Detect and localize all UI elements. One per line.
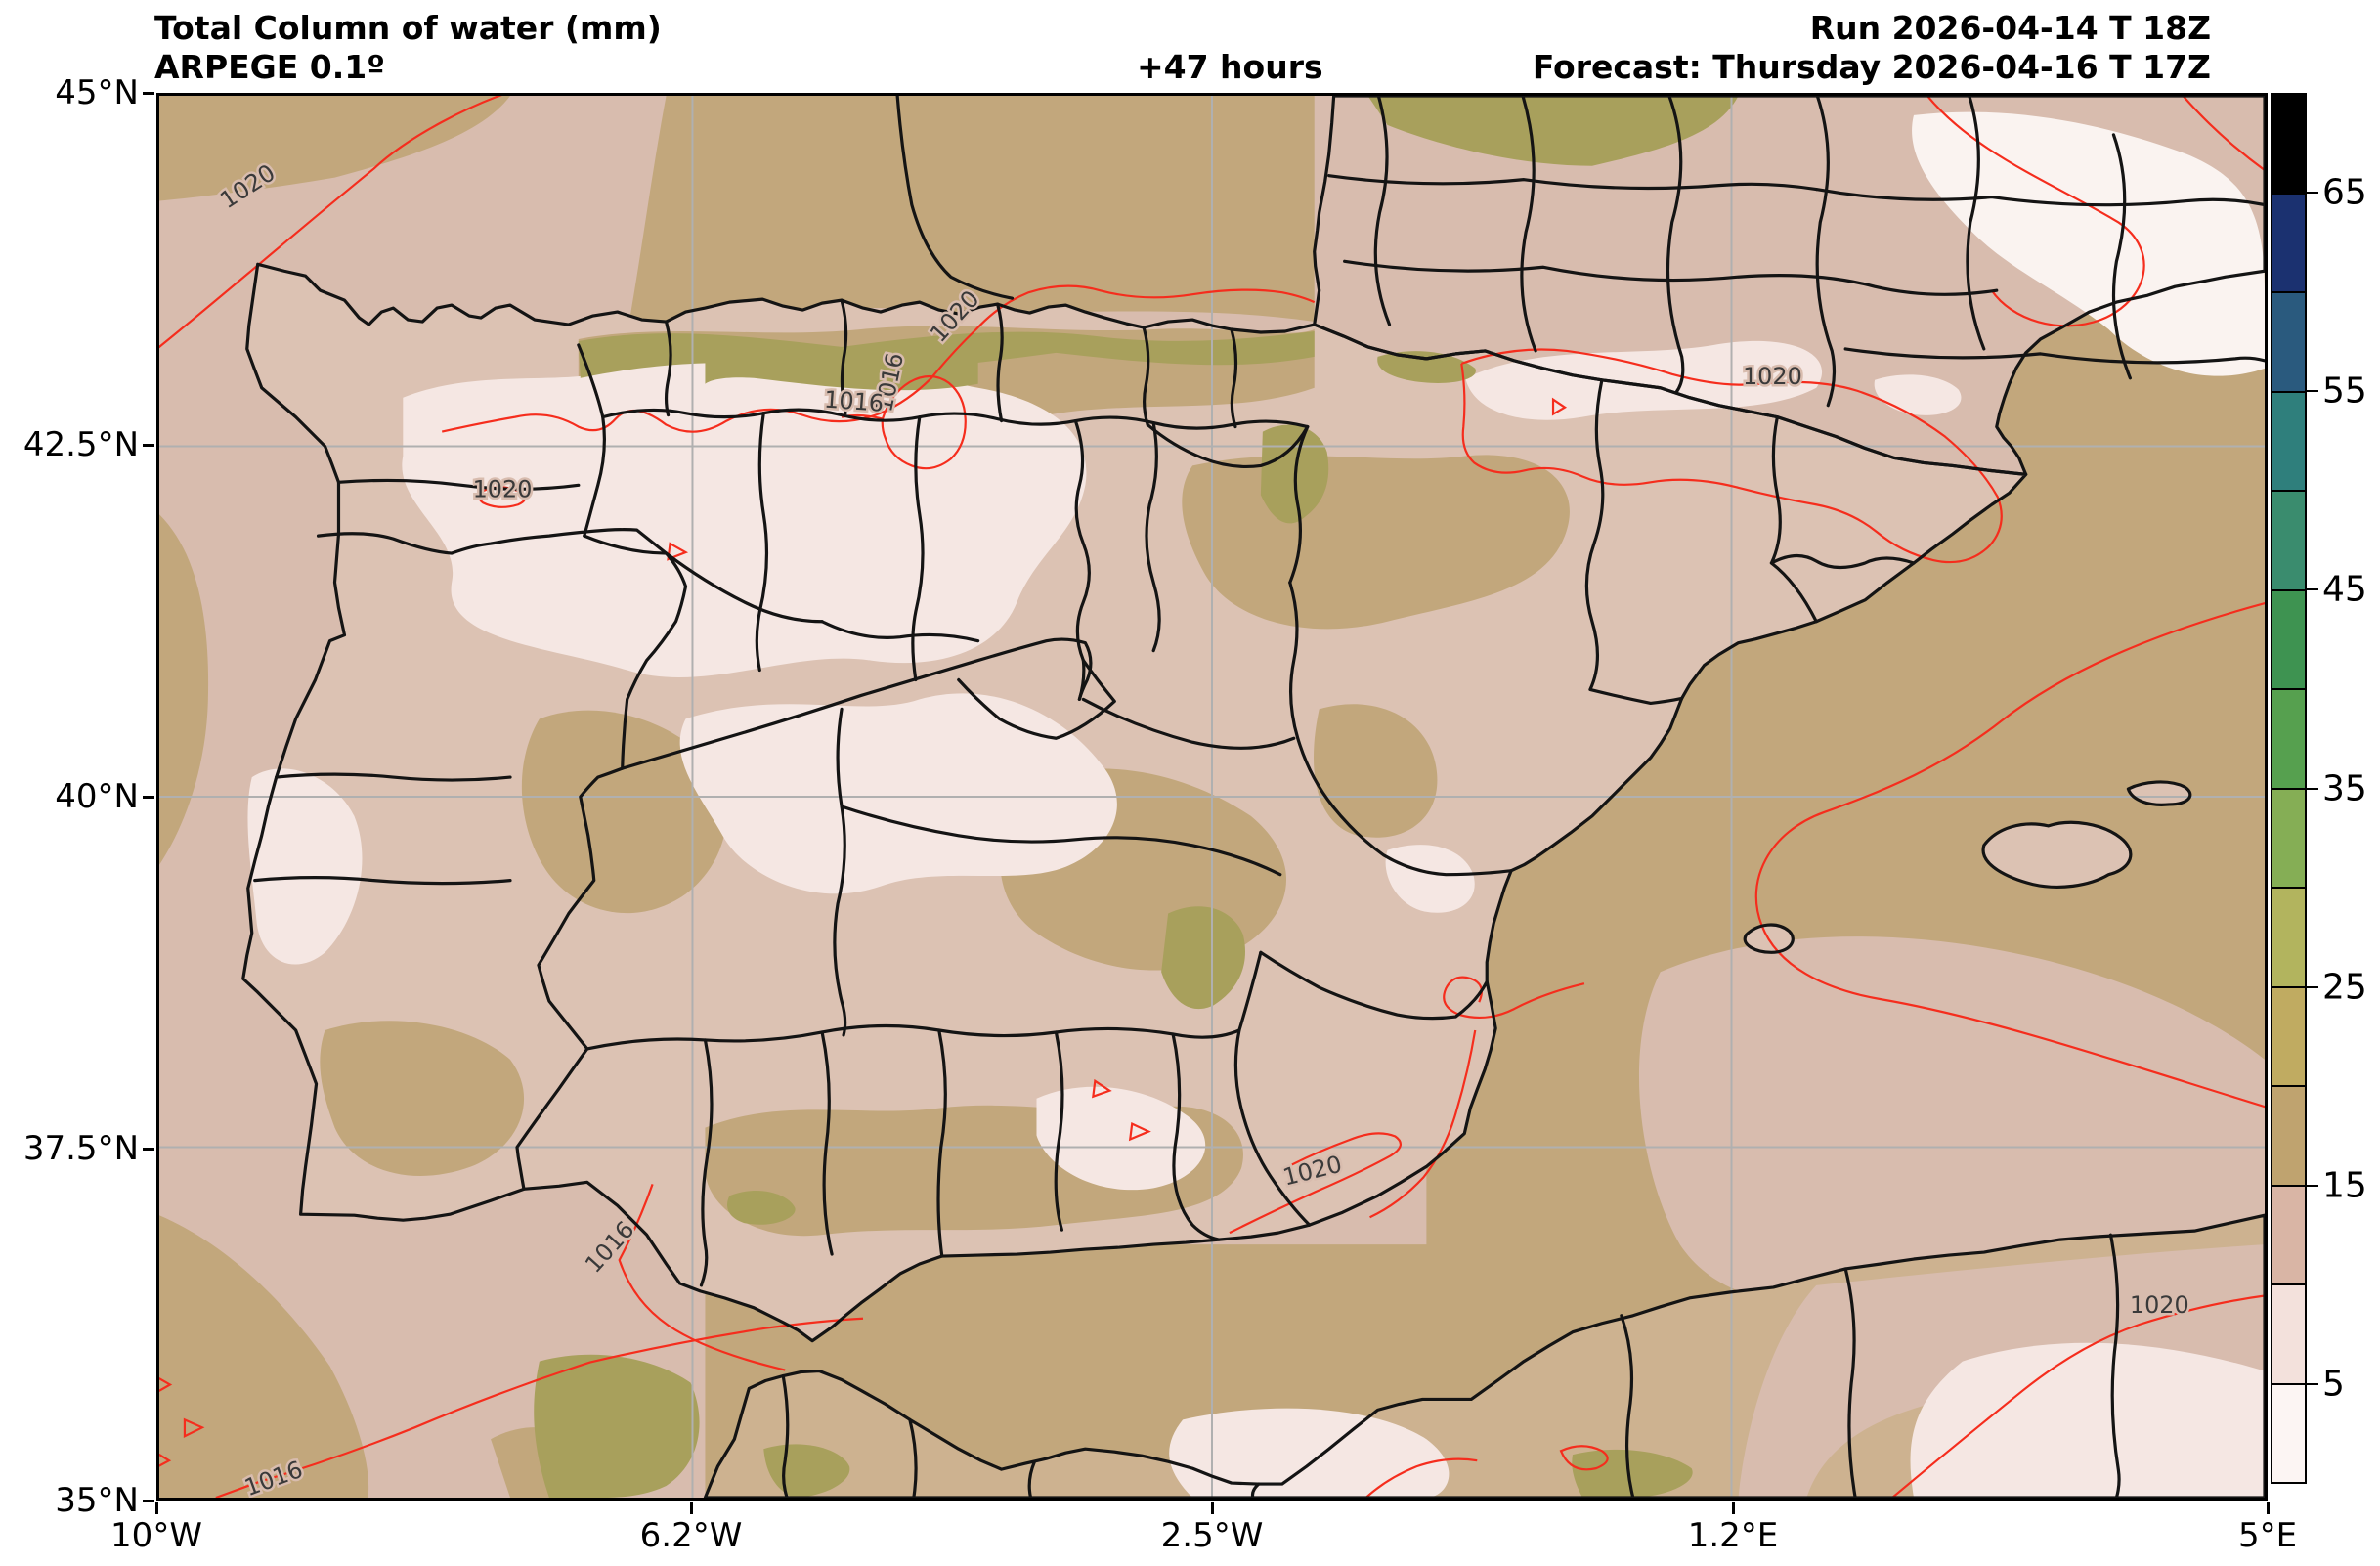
colorbar-segment [2272,985,2305,1085]
x-axis-label: 2.5°W [1160,1516,1264,1555]
x-axis-tick [2267,1502,2270,1514]
colorbar-segment [2272,1184,2305,1283]
colorbar-segment [2272,887,2305,986]
x-axis-label: 5°E [2237,1516,2298,1555]
colorbar-segment [2272,688,2305,788]
colorbar-tick-label: 35 [2322,768,2367,808]
colorbar-segment [2272,291,2305,391]
y-axis-label: 45°N [55,73,139,112]
map-canvas: 1020 1020 1020 1016 1016 1020 1020 1016 1016 1020 [156,93,2268,1501]
colorbar-tick [2305,191,2318,194]
colorbar-tick-label: 15 [2322,1165,2367,1206]
isobar-label: 1020 [2130,1291,2189,1319]
colorbar-tick-label: 25 [2322,967,2367,1008]
isobar-label: 1020 [1743,363,1802,390]
page-title: Total Column of water (mm) [154,9,662,47]
coastlines-and-borders [241,96,2265,1498]
isobar-label: 1016 [823,386,885,417]
lead-time-label: +47 hours [1137,48,1323,86]
y-axis-label: 37.5°N [22,1129,139,1168]
y-axis-tick [143,92,154,95]
x-axis-tick [1732,1502,1735,1514]
colorbar-segment [2272,1382,2305,1482]
y-axis-label: 35°N [55,1481,139,1520]
colorbar-tick [2305,1383,2318,1386]
forecast-label: Forecast: Thursday 2026-04-16 T 17Z [1532,48,2211,86]
x-axis-label: 10°W [110,1516,202,1555]
run-label: Run 2026-04-14 T 18Z [1809,9,2211,47]
colorbar-tick [2305,588,2318,591]
y-axis-label: 40°N [55,777,139,816]
x-axis-label: 6.2°W [639,1516,743,1555]
colorbar-tick-label: 5 [2322,1364,2345,1405]
colorbar-segment [2272,95,2305,193]
colorbar-tick [2305,389,2318,392]
x-axis-label: 1.2°E [1687,1516,1779,1555]
colorbar-tick [2305,985,2318,988]
y-axis-label: 42.5°N [22,425,139,464]
colorbar-segment [2272,588,2305,688]
colorbar-segment [2272,787,2305,887]
colorbar-segment [2272,390,2305,490]
graticule-gridlines [159,96,2265,1498]
colorbar-tick-label: 55 [2322,370,2367,412]
colorbar-segment [2272,192,2305,291]
colorbar-tick [2305,1185,2318,1188]
colorbar-segment [2272,1283,2305,1383]
colorbar-tick-label: 45 [2322,569,2367,610]
isobar-label: 1020 [473,475,533,502]
y-axis-tick [143,444,154,447]
x-axis-tick [1211,1502,1214,1514]
colorbar-segment [2272,490,2305,589]
colorbar [2271,93,2307,1484]
y-axis-tick [143,1500,154,1502]
model-label: ARPEGE 0.1º [154,48,385,86]
colorbar-tick-label: 65 [2322,172,2367,213]
colorbar-segment [2272,1085,2305,1185]
x-axis-tick [155,1502,158,1514]
isobar-contours [159,96,2265,1498]
y-axis-tick [143,1148,154,1151]
y-axis-tick [143,796,154,799]
colorbar-tick [2305,787,2318,790]
x-axis-tick [690,1502,693,1514]
land-fill-layer [242,96,2265,1498]
